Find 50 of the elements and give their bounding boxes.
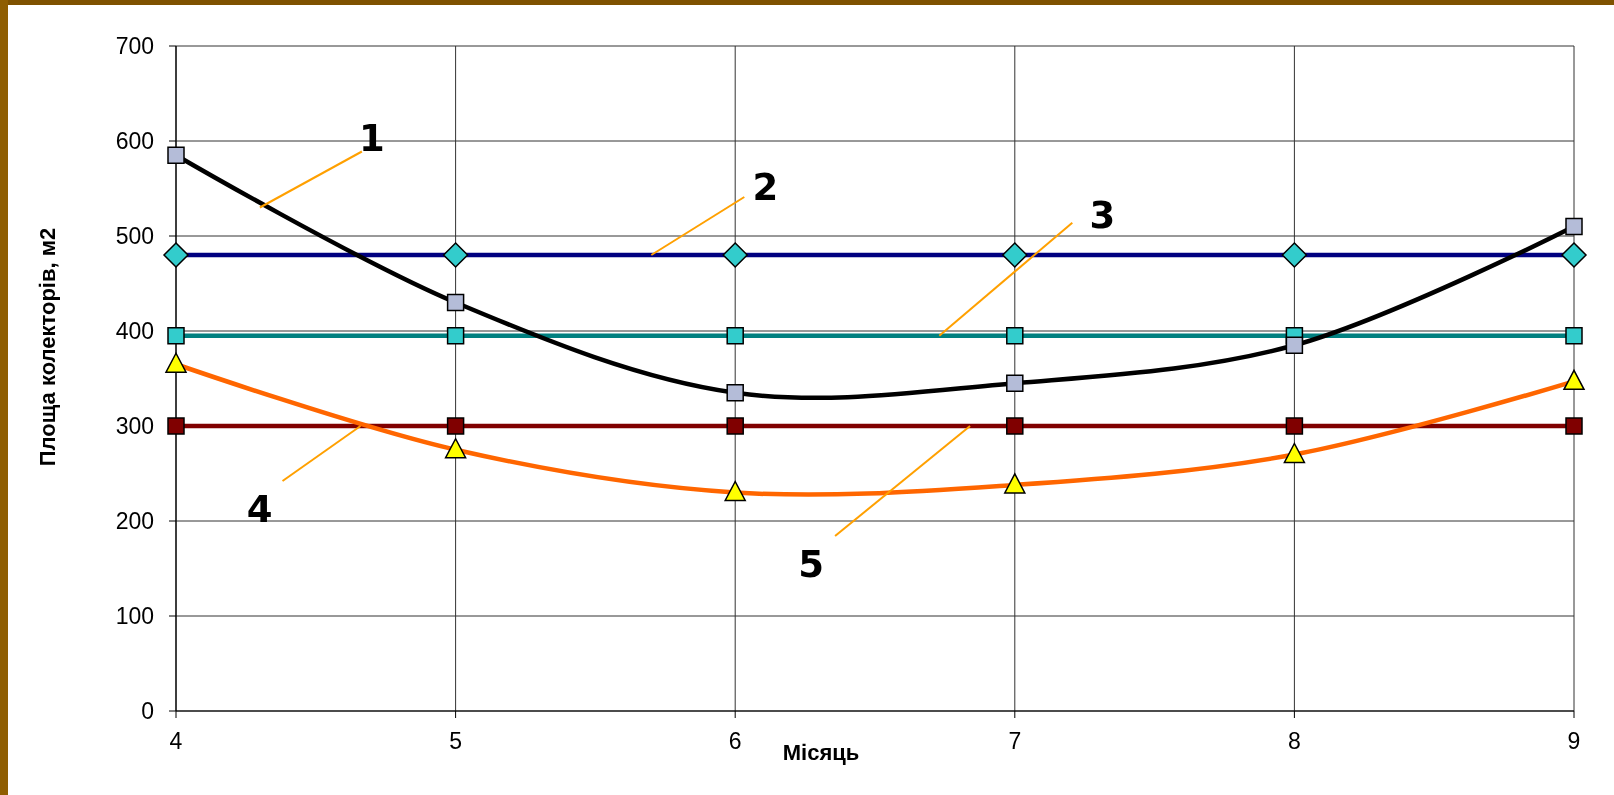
point <box>446 327 465 345</box>
point <box>1006 417 1024 435</box>
point <box>722 242 748 268</box>
y-tick-label: 700 <box>115 33 154 60</box>
point <box>167 327 185 345</box>
x-tick-label: 6 <box>728 728 742 754</box>
point <box>167 417 185 435</box>
x-tick-label: 4 <box>169 728 183 754</box>
point <box>446 293 465 312</box>
x-tick-label: 5 <box>449 728 462 754</box>
y-tick-label: 0 <box>141 698 154 725</box>
x-tick-label: 8 <box>1288 728 1301 754</box>
point <box>442 242 469 268</box>
point <box>1565 327 1583 345</box>
point <box>1565 217 1583 236</box>
y-axis-title: Площа колекторів, м2 <box>34 227 60 467</box>
point <box>724 480 746 502</box>
point <box>726 384 744 402</box>
y-tick-label: 600 <box>115 128 154 155</box>
y-tick-label: 200 <box>115 508 154 535</box>
point <box>1285 417 1304 435</box>
point <box>1561 242 1587 268</box>
point <box>1563 369 1585 391</box>
point <box>163 242 189 268</box>
point <box>726 327 744 345</box>
point <box>165 352 187 373</box>
point <box>1281 242 1308 268</box>
annotation: 4 <box>246 487 273 531</box>
point <box>1285 336 1304 354</box>
point <box>1004 473 1026 494</box>
point <box>446 417 465 435</box>
point <box>1002 242 1028 268</box>
point <box>1006 327 1024 345</box>
point <box>1283 442 1306 464</box>
annotation: 2 <box>752 165 779 209</box>
annotation: 3 <box>1089 193 1116 237</box>
point <box>1006 374 1024 392</box>
point <box>167 146 185 164</box>
x-axis-title: Місяць <box>782 740 860 765</box>
annotation: 1 <box>359 117 385 161</box>
y-tick-label: 500 <box>115 223 154 250</box>
y-tick-label: 100 <box>115 603 154 630</box>
point <box>726 417 744 435</box>
y-tick-label: 400 <box>115 318 154 345</box>
x-tick-label: 9 <box>1567 728 1581 754</box>
point <box>1565 417 1583 435</box>
point <box>444 438 467 459</box>
x-tick-label: 7 <box>1008 728 1022 754</box>
annotation: 5 <box>798 542 824 586</box>
y-tick-label: 300 <box>115 413 154 440</box>
